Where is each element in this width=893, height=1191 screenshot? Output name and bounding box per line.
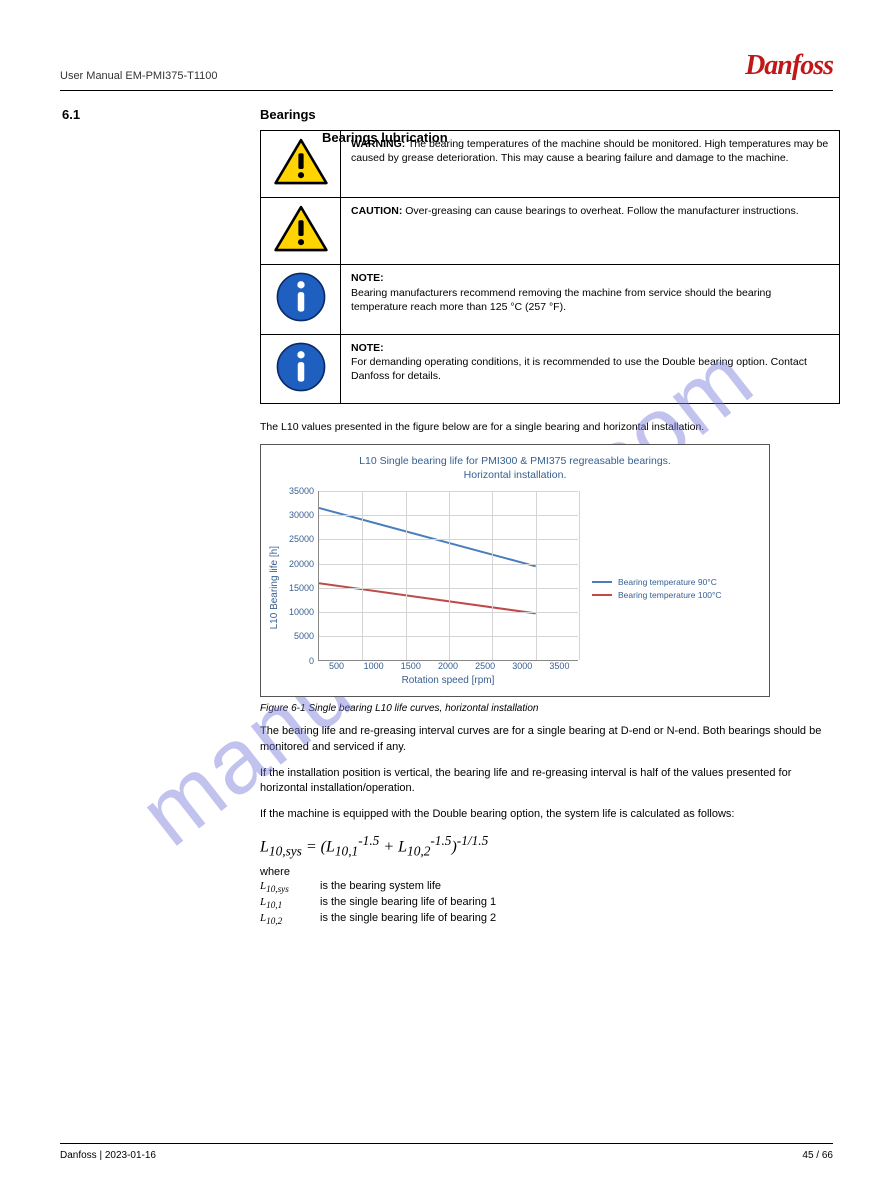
- chart-legend: Bearing temperature 90°CBearing temperat…: [592, 574, 722, 603]
- notice-text: NOTE:For demanding operating conditions,…: [341, 334, 840, 403]
- section-number: 6.1: [62, 107, 80, 122]
- chart-y-ticks: 05000100001500020000250003000035000: [284, 491, 318, 661]
- figure-caption: Figure 6-1 Single bearing L10 life curve…: [260, 703, 833, 714]
- footer-left: Danfoss | 2023-01-16: [60, 1150, 156, 1161]
- subsection-label: Bearings lubrication: [322, 130, 512, 145]
- notice-icon: [261, 334, 341, 403]
- chart-x-axis-label: Rotation speed [rpm]: [318, 675, 578, 686]
- chart-title: L10 Single bearing life for PMI300 & PMI…: [269, 455, 761, 482]
- body-paragraph-3: If the machine is equipped with the Doub…: [260, 807, 833, 823]
- formula-legend: L10,sysis the bearing system lifeL10,1is…: [260, 880, 833, 927]
- chart-plot-area: [318, 491, 578, 661]
- page-footer: Danfoss | 2023-01-16 45 / 66: [60, 1143, 833, 1161]
- warning-icon: [261, 198, 341, 265]
- body-paragraph-2: If the installation position is vertical…: [260, 766, 833, 798]
- notice-text: NOTE:Bearing manufacturers recommend rem…: [341, 265, 840, 334]
- header-rule: [60, 90, 833, 91]
- formula: L10,sys = (L10,1-1.5 + L10,2-1.5)-1/1.5: [260, 833, 833, 860]
- brand-logo: Danfoss: [745, 50, 833, 82]
- bearing-life-chart: L10 Single bearing life for PMI300 & PMI…: [260, 444, 770, 696]
- formula-where-label: where: [260, 866, 833, 878]
- chart-x-ticks: 500100015002000250030003500: [318, 661, 578, 671]
- notice-icon: [261, 265, 341, 334]
- safety-notice-table: WARNING: The bearing temperatures of the…: [260, 130, 840, 404]
- doc-title: User Manual EM-PMI375-T1100: [60, 70, 218, 82]
- notice-text: CAUTION: Over-greasing can cause bearing…: [341, 198, 840, 265]
- page-header: User Manual EM-PMI375-T1100 Danfoss: [60, 40, 833, 82]
- body-paragraph-1: The bearing life and re-greasing interva…: [260, 724, 833, 756]
- chart-intro-text: The L10 values presented in the figure b…: [260, 420, 833, 435]
- section-title: Bearings: [260, 107, 833, 122]
- footer-right: 45 / 66: [802, 1150, 833, 1161]
- chart-y-axis-label: L10 Bearing life [h]: [269, 546, 280, 629]
